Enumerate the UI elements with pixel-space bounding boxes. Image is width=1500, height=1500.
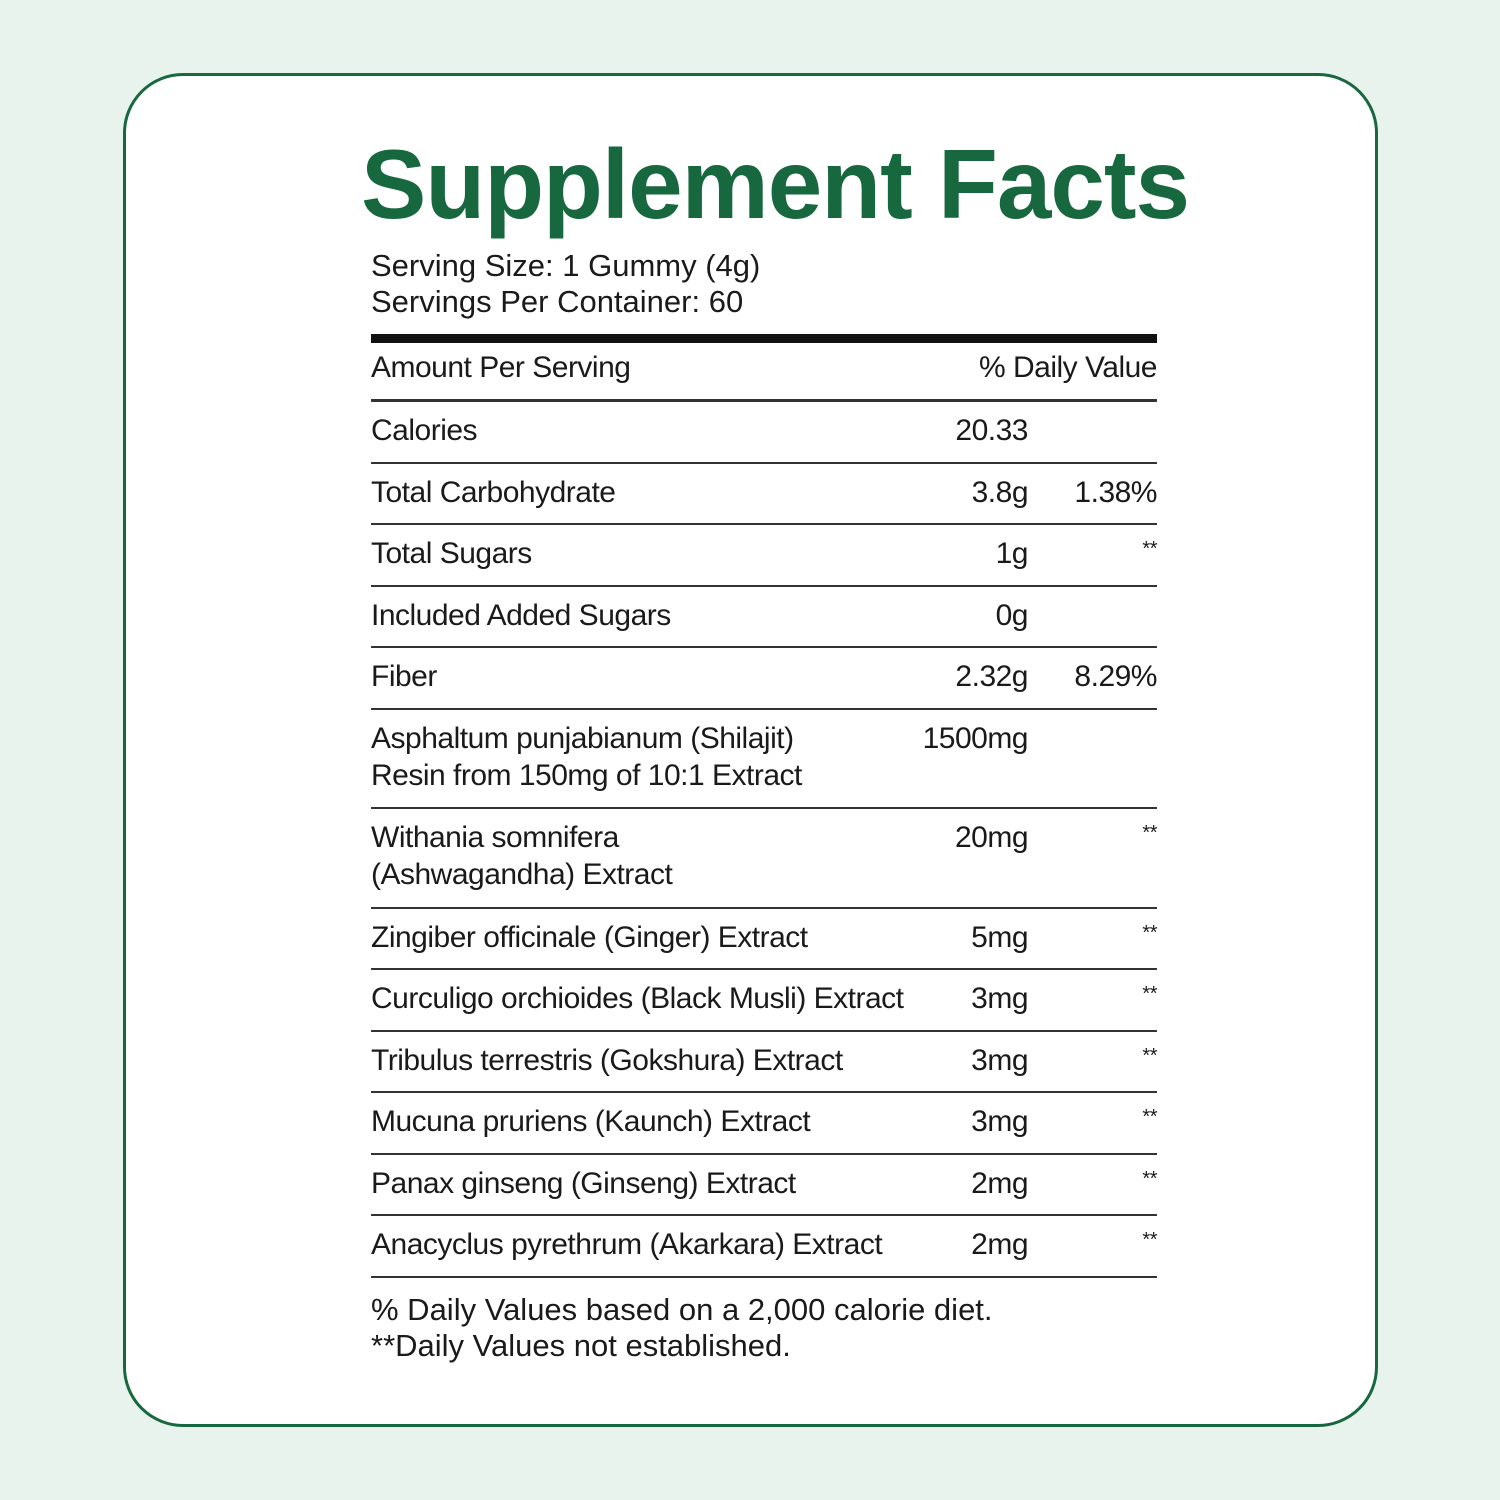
table-row: Asphaltum punjabianum (Shilajit) Resin fr… [371, 710, 1157, 809]
table-row: Tribulus terrestris (Gokshura) Extract 3m… [371, 1032, 1157, 1093]
footnotes: % Daily Values based on a 2,000 calorie … [371, 1292, 993, 1364]
ingredient-name: Withania somnifera (Ashwagandha) Extract [371, 821, 673, 891]
table-row: Total Sugars 1g ** [371, 525, 1157, 587]
ingredient-amount: 3mg [971, 1105, 1028, 1138]
ingredient-amount: 1g [995, 537, 1029, 570]
ingredient-dv: ** [1142, 983, 1157, 1005]
ingredient-amount: 2mg [971, 1228, 1028, 1261]
footnote-stars: **Daily Values not established. [371, 1328, 791, 1363]
thick-divider [371, 334, 1157, 343]
ingredient-name: Curculigo orchioides (Black Musli) Extra… [371, 982, 904, 1015]
ingredient-dv: ** [1142, 1044, 1157, 1067]
table-row: Panax ginseng (Ginseng) Extract 2mg ** [371, 1155, 1157, 1216]
ingredient-amount: 3mg [971, 982, 1028, 1015]
serving-size: Serving Size: 1 Gummy (4g) [371, 248, 761, 283]
ingredient-name: Fiber [371, 660, 437, 693]
servings-per-container: Servings Per Container: 60 [371, 284, 744, 319]
facts-table: Amount Per Serving % Daily Value Calorie… [371, 334, 1158, 1278]
ingredient-dv: ** [1142, 921, 1157, 944]
ingredient-amount: 0g [995, 598, 1029, 632]
ingredient-amount: 3.8g [971, 475, 1029, 509]
page-title: Supplement Facts [360, 129, 1190, 239]
ingredient-dv: 8.29% [1074, 660, 1157, 693]
footnote-dv: % Daily Values based on a 2,000 calorie … [371, 1292, 993, 1327]
table-row: Mucuna pruriens (Kaunch) Extract 3mg ** [371, 1093, 1157, 1155]
table-row: Withania somnifera (Ashwagandha) Extract 2… [371, 809, 1157, 909]
ingredient-name: Total Sugars [371, 537, 532, 570]
table-header: Amount Per Serving % Daily Value [371, 343, 1158, 402]
ingredient-name: Anacyclus pyrethrum (Akarkara) Extract [371, 1228, 883, 1261]
header-dv: % Daily Value [978, 351, 1158, 384]
ingredient-dv: 1.38% [1074, 475, 1157, 509]
ingredient-amount: 20mg [954, 821, 1029, 854]
table-row: Curculigo orchioides (Black Musli) Extra… [371, 970, 1157, 1032]
ingredient-dv: ** [1142, 538, 1157, 560]
header-amount: Amount Per Serving [371, 351, 631, 384]
ingredient-amount: 2.32g [955, 660, 1028, 693]
table-row: Anacyclus pyrethrum (Akarkara) Extract 2m… [371, 1216, 1157, 1278]
table-row: Calories 20.33 [371, 402, 1157, 464]
ingredient-dv: ** [1142, 822, 1157, 844]
ingredient-name: Asphaltum punjabianum (Shilajit) Resin fr… [371, 721, 802, 792]
ingredient-amount: 3mg [971, 1043, 1028, 1077]
ingredient-name: Panax ginseng (Ginseng) Extract [371, 1166, 796, 1200]
table-row: Included Added Sugars 0g [371, 587, 1157, 648]
ingredient-name: Total Carbohydrate [371, 475, 616, 509]
table-row: Total Carbohydrate 3.8g 1.38% [371, 464, 1157, 525]
ingredient-name: Calories [371, 414, 478, 447]
ingredient-dv: ** [1142, 1229, 1157, 1251]
ingredient-name: Included Added Sugars [371, 598, 671, 632]
ingredient-amount: 20.33 [955, 414, 1028, 447]
table-row: Zingiber officinale (Ginger) Extract 5mg *… [371, 909, 1157, 970]
ingredient-name: Mucuna pruriens (Kaunch) Extract [371, 1105, 811, 1138]
ingredient-amount: 2mg [971, 1166, 1028, 1200]
ingredient-amount: 5mg [971, 920, 1028, 954]
serving-info: Serving Size: 1 Gummy (4g) Servings Per … [371, 248, 760, 320]
ingredient-amount: 1500mg [922, 721, 1029, 755]
ingredient-dv: ** [1142, 1167, 1157, 1190]
ingredient-name: Zingiber officinale (Ginger) Extract [371, 920, 808, 954]
table-row: Fiber 2.32g 8.29% [371, 648, 1157, 710]
ingredient-name: Tribulus terrestris (Gokshura) Extract [371, 1043, 843, 1077]
ingredient-dv: ** [1142, 1106, 1157, 1128]
label-card [123, 73, 1378, 1427]
